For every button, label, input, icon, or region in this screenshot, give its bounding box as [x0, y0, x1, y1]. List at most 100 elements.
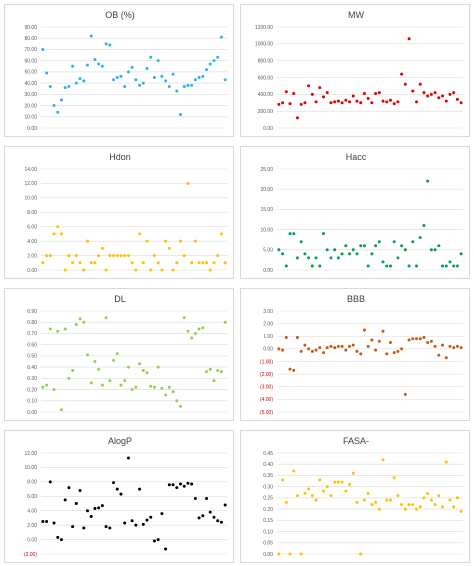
- data-point: [197, 261, 201, 265]
- data-point: [45, 71, 49, 75]
- data-point: [112, 358, 116, 362]
- data-point: [115, 487, 119, 491]
- data-point: [182, 254, 186, 258]
- data-point: [223, 261, 227, 265]
- chart-title: BBB: [347, 294, 365, 304]
- data-point: [333, 480, 337, 484]
- y-tick-label: (5.00): [260, 410, 273, 416]
- data-point: [74, 322, 78, 326]
- data-point: [71, 368, 75, 372]
- y-tick-label: 70.00: [24, 47, 37, 53]
- data-point: [41, 520, 45, 524]
- data-point: [400, 347, 404, 351]
- data-point: [152, 76, 156, 79]
- data-point: [41, 261, 45, 265]
- data-point: [403, 82, 407, 86]
- data-point: [336, 99, 340, 103]
- data-point: [336, 344, 340, 348]
- data-point: [418, 505, 422, 509]
- data-point: [145, 67, 149, 71]
- data-point: [307, 347, 311, 351]
- y-tick-label: 5.00: [263, 248, 273, 254]
- data-point: [67, 376, 71, 380]
- data-point: [351, 94, 355, 98]
- data-point: [385, 352, 389, 356]
- data-point: [89, 381, 93, 385]
- data-point: [52, 388, 56, 392]
- y-tick-label: 20.00: [24, 103, 37, 109]
- data-point: [134, 268, 138, 272]
- y-tick-label: 15.00: [260, 207, 273, 213]
- y-tick-label: 0.40: [263, 462, 273, 468]
- data-point: [201, 514, 205, 518]
- y-tick-label: 0.20: [263, 507, 273, 513]
- y-tick-label: 60.00: [24, 58, 37, 64]
- data-point: [67, 84, 71, 88]
- y-tick-label: 6.00: [27, 225, 37, 231]
- y-tick-label: 0.40: [27, 365, 37, 371]
- data-point: [377, 240, 381, 244]
- data-point: [307, 256, 311, 260]
- y-tick-label: 0.00: [27, 126, 37, 132]
- data-point: [388, 98, 392, 102]
- data-point: [123, 521, 127, 525]
- y-tick-label: 0.00: [263, 268, 273, 274]
- data-point: [71, 64, 75, 68]
- data-point: [370, 338, 374, 342]
- data-point: [89, 514, 93, 518]
- data-point: [292, 469, 296, 473]
- data-point: [86, 239, 89, 243]
- data-point: [134, 523, 138, 527]
- data-point: [433, 248, 437, 252]
- data-point: [78, 317, 82, 321]
- y-tick-label: 12.00: [24, 181, 37, 187]
- data-point: [325, 248, 329, 252]
- y-tick-label: 10.00: [24, 115, 37, 121]
- data-point: [314, 498, 318, 502]
- chart-svg: MW 0.00 200.00 400.00 600.00 800.00 1000.00 120…: [255, 10, 463, 132]
- data-point: [392, 351, 396, 355]
- y-tick-label: 0.15: [263, 518, 273, 524]
- data-point: [48, 84, 52, 88]
- data-point: [333, 346, 337, 350]
- data-point: [281, 478, 285, 482]
- y-tick-label: 4.00: [27, 239, 37, 245]
- chart-panel-hdon: Hdon 0.00 2.00 4.00 6.00 8.00 10.00 12.00 14.00: [4, 146, 234, 279]
- data-point: [277, 552, 281, 556]
- data-point: [145, 239, 149, 243]
- data-point: [455, 344, 459, 348]
- data-point: [288, 552, 292, 556]
- data-point: [78, 261, 82, 265]
- data-point: [281, 252, 285, 256]
- y-tick-label: 0.10: [27, 399, 37, 405]
- data-point: [314, 348, 318, 352]
- data-point: [149, 384, 153, 388]
- data-point: [193, 239, 197, 243]
- chart-panel-hacc: Hacc 0.00 5.00 10.00 15.00 20.00 25.00: [240, 146, 470, 279]
- data-point: [167, 483, 171, 487]
- data-point: [281, 348, 285, 352]
- data-point: [407, 37, 411, 41]
- chart-panel-ob: OB (%) 0.00 10.00 20.00 30.00 40.00 50.00 60.00…: [4, 4, 234, 137]
- data-point: [429, 92, 433, 96]
- data-point: [322, 351, 325, 355]
- data-point: [82, 268, 86, 272]
- data-point: [429, 248, 433, 252]
- data-point: [119, 383, 123, 387]
- data-point: [452, 91, 456, 95]
- data-point: [388, 264, 392, 268]
- data-point: [100, 64, 104, 68]
- data-point: [175, 486, 179, 490]
- data-point: [422, 224, 426, 228]
- data-point: [444, 99, 448, 103]
- data-point: [186, 329, 190, 333]
- data-point: [355, 252, 359, 256]
- data-point: [59, 98, 63, 102]
- data-point: [89, 261, 93, 265]
- data-point: [212, 59, 216, 63]
- data-point: [223, 78, 227, 82]
- data-point: [193, 496, 197, 500]
- data-point: [130, 261, 134, 265]
- data-point: [318, 86, 322, 90]
- data-point: [299, 349, 303, 353]
